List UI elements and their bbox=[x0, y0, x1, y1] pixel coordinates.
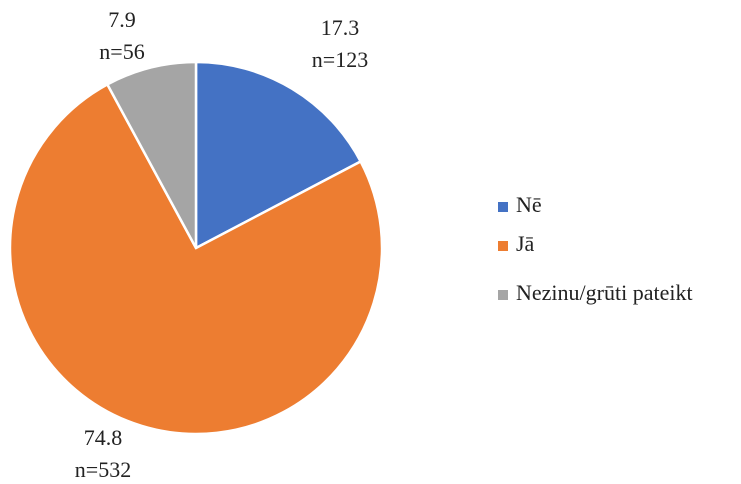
sample-label: n=123 bbox=[312, 47, 368, 72]
sample-label: n=56 bbox=[99, 39, 144, 64]
pie-slice bbox=[8, 82, 384, 436]
pie-slice bbox=[105, 60, 198, 249]
sample-label: n=532 bbox=[75, 457, 131, 482]
legend-label: Nē bbox=[516, 192, 542, 217]
legend-swatch bbox=[498, 241, 508, 251]
legend-label: Nezinu/grūti pateikt bbox=[516, 280, 693, 305]
legend-label: Jā bbox=[516, 231, 535, 256]
data-label: 17.3 bbox=[321, 15, 360, 40]
legend-swatch bbox=[498, 290, 508, 300]
legend-swatch bbox=[498, 202, 508, 212]
data-label: 74.8 bbox=[84, 425, 123, 450]
pie-slice bbox=[194, 60, 363, 251]
data-label: 7.9 bbox=[108, 7, 136, 32]
